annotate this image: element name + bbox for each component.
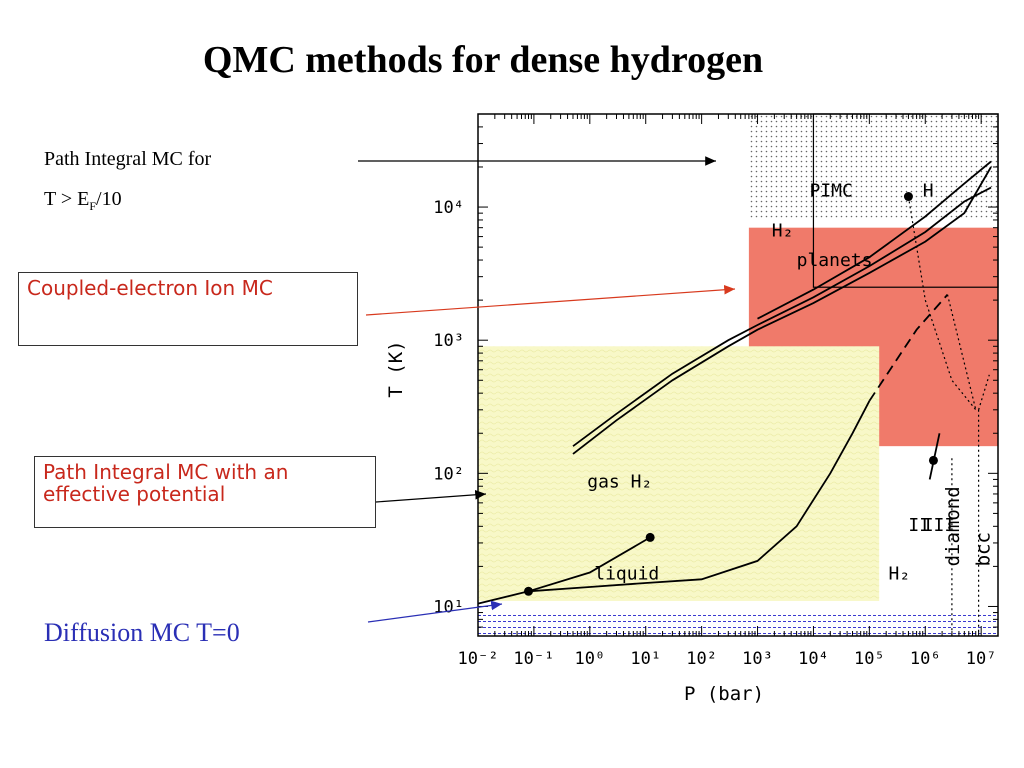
diamond-label: diamond xyxy=(942,486,964,566)
data-point xyxy=(645,532,655,542)
pimc-label: Path Integral MC for xyxy=(44,148,212,170)
pimc-condition-b: /10 xyxy=(96,188,122,210)
phase-boundary-line xyxy=(978,374,990,410)
cepimc-arrow xyxy=(365,284,736,316)
pimc-condition-sub: F xyxy=(89,199,97,213)
y-tick-label: 10³ xyxy=(433,331,464,351)
chart-annotation: H xyxy=(923,181,934,202)
data-point xyxy=(903,192,913,202)
phase-boundary-line xyxy=(757,160,992,320)
pimc-condition-a: T > E xyxy=(44,188,90,210)
pimc-condition: T > EF/10 xyxy=(44,188,122,214)
cepimc-box: Coupled-electron Ion MC xyxy=(18,272,358,346)
cepimc-box-label: Coupled-electron Ion MC xyxy=(27,276,273,300)
y-tick-label: 10² xyxy=(433,464,464,484)
chart-annotation: II xyxy=(908,515,930,536)
pimc-effective-arrow xyxy=(375,489,487,503)
region-pimc xyxy=(748,114,998,220)
x-tick-label: 10⁻² xyxy=(458,649,499,669)
pimc-effective-box-label: Path Integral MC with an effective poten… xyxy=(43,460,289,506)
chart-annotation: III xyxy=(923,515,956,536)
data-point xyxy=(928,455,938,465)
x-tick-label: 10⁷ xyxy=(966,649,997,669)
x-tick-label: 10⁵ xyxy=(854,649,885,669)
region-dmc xyxy=(478,612,998,636)
x-tick-label: 10² xyxy=(686,649,717,669)
x-axis-label: P (bar) xyxy=(684,683,764,705)
y-tick-label: 10⁴ xyxy=(433,198,464,218)
dmc-arrow xyxy=(367,600,503,623)
y-tick-label: 10¹ xyxy=(433,597,464,617)
slide-title: QMC methods for dense hydrogen xyxy=(202,39,764,81)
chart-annotation: planets xyxy=(797,250,873,271)
phase-boundary-line xyxy=(528,536,651,593)
phase-boundary-line xyxy=(572,186,992,447)
phase-boundary-line xyxy=(477,400,871,605)
data-point xyxy=(523,586,533,596)
region-pimc-effective xyxy=(478,346,880,601)
bcc-label: bcc xyxy=(972,532,994,566)
phase-boundary-line xyxy=(868,294,949,402)
x-tick-label: 10⁰ xyxy=(574,649,605,669)
chart-annotation: liquid xyxy=(594,563,659,584)
x-tick-label: 10¹ xyxy=(630,649,661,669)
phase-boundary-line xyxy=(572,166,992,455)
chart-annotation: gas H₂ xyxy=(587,472,652,493)
y-axis-label: T (K) xyxy=(385,340,407,397)
plot-frame xyxy=(477,113,999,637)
pimc-effective-box: Path Integral MC with an effective poten… xyxy=(34,456,376,528)
x-tick-label: 10⁻¹ xyxy=(513,649,554,669)
chart-annotation: H₂ xyxy=(888,563,910,584)
chart-annotation: PIMC xyxy=(810,181,853,202)
pimc-box-outline xyxy=(812,113,999,288)
dmc-label: Diffusion MC T=0 xyxy=(44,618,240,647)
h2-label: H₂ xyxy=(772,221,794,242)
x-tick-label: 10⁴ xyxy=(798,649,829,669)
x-tick-label: 10⁶ xyxy=(910,649,941,669)
x-tick-label: 10³ xyxy=(742,649,773,669)
